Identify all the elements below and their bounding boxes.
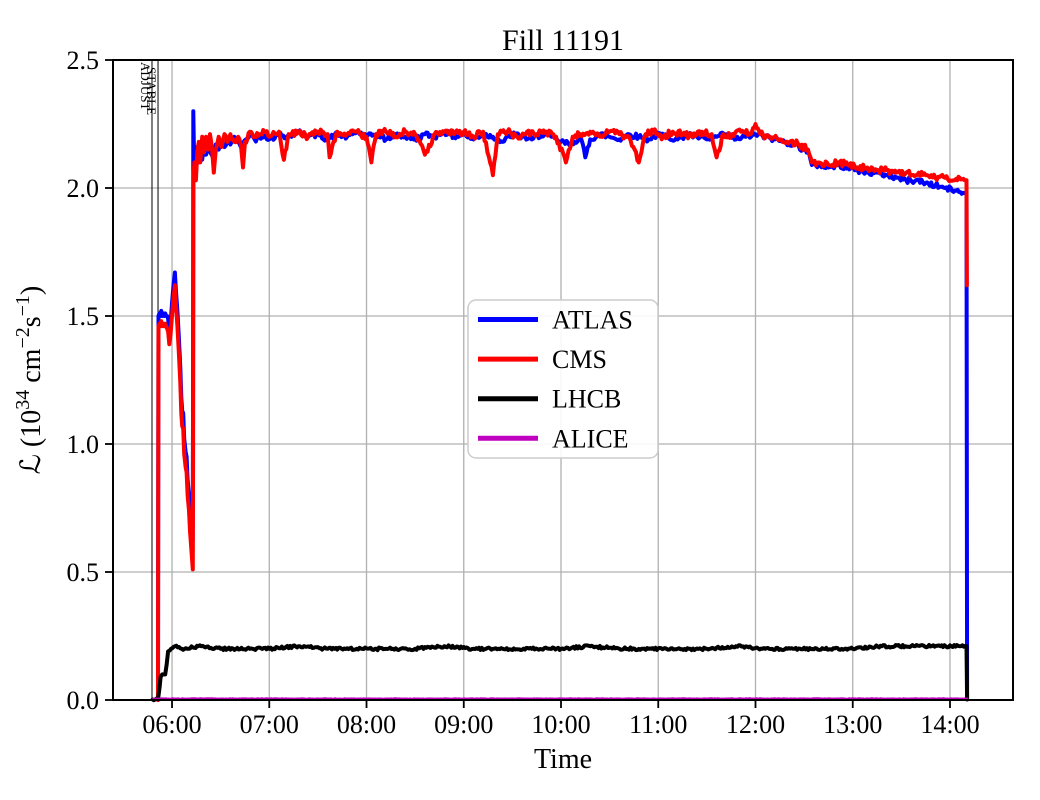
y-tick-label: 1.0 xyxy=(67,430,100,459)
x-tick-label: 11:00 xyxy=(629,710,687,739)
legend-box xyxy=(467,299,659,459)
legend-label-lhcb: LHCB xyxy=(552,385,621,414)
y-tick-label: 2.0 xyxy=(67,174,100,203)
y-axis-label-segment: cm xyxy=(16,348,47,389)
y-axis-label-segment: 34 xyxy=(12,390,34,410)
legend-label-alice: ALICE xyxy=(552,424,629,453)
legend-label-atlas: ATLAS xyxy=(552,306,633,335)
axes-frame-layer: 06:00 07:00 08:00 09:00 10:00 11:00 12:00 13:00… xyxy=(67,46,1014,739)
chart-title: Fill 11191 xyxy=(502,24,624,57)
x-tick-label: 07:00 xyxy=(240,710,299,739)
legend: ATLAS CMS LHCB ALICE xyxy=(467,299,659,459)
beam-mode-label: STABLE xyxy=(144,67,159,115)
y-axis-label-segment: ℒ (10 xyxy=(16,410,47,475)
series-line-cms xyxy=(156,122,969,702)
y-axis-label-segment: s xyxy=(16,316,47,327)
y-axis-label-segment: −2 xyxy=(12,327,34,348)
x-tick-label: 14:00 xyxy=(920,710,979,739)
x-axis-label: Time xyxy=(534,744,592,775)
series-layer xyxy=(150,109,970,703)
y-axis-label: ℒ (1034 cm−2s−1) xyxy=(12,286,47,475)
legend-label-cms: CMS xyxy=(552,345,607,374)
x-tick-label: 13:00 xyxy=(823,710,882,739)
plot-border xyxy=(112,59,1014,701)
y-tick-label: 1.5 xyxy=(67,302,100,331)
x-tick-label: 08:00 xyxy=(337,710,396,739)
y-tick-label: 0.5 xyxy=(67,558,100,587)
beam-mode-label: ADJUST xyxy=(138,62,153,110)
x-tick-label: 06:00 xyxy=(142,710,201,739)
x-tick-label: 10:00 xyxy=(531,710,590,739)
y-axis-label-segment: ) xyxy=(16,286,47,295)
x-tick-label: 09:00 xyxy=(434,710,493,739)
x-tick-label: 12:00 xyxy=(726,710,785,739)
y-tick-label: 0.0 xyxy=(67,686,100,715)
series-line-lhcb xyxy=(150,643,970,703)
series-line-alice xyxy=(152,697,969,701)
y-axis-label-segment: −1 xyxy=(12,295,34,316)
y-tick-label: 2.5 xyxy=(67,46,100,75)
